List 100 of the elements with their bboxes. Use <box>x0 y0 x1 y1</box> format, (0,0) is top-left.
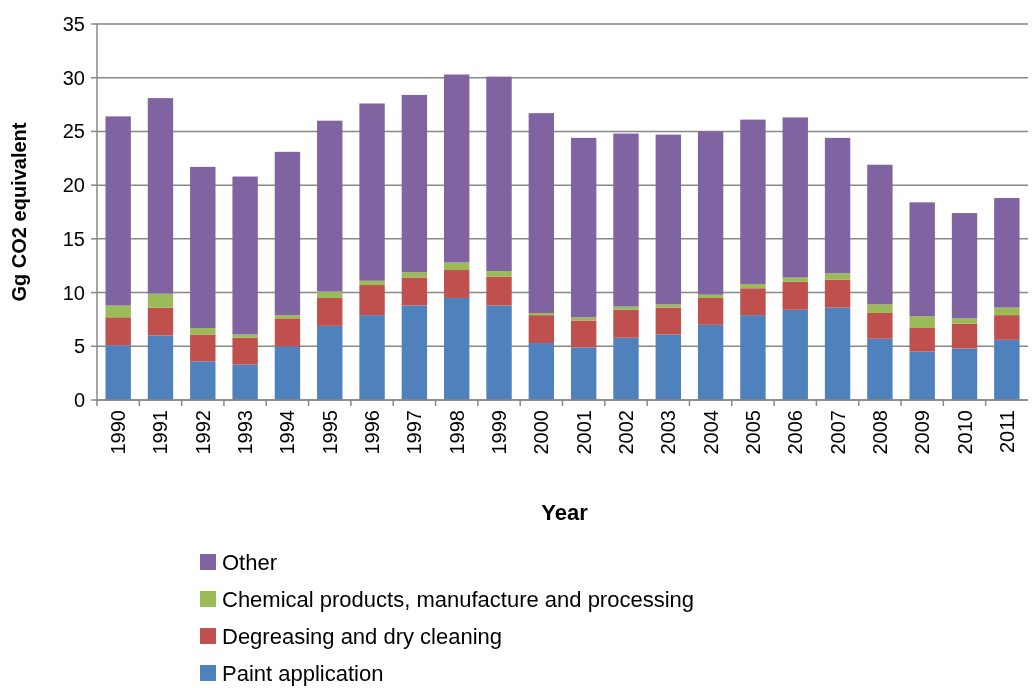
bar <box>528 312 555 316</box>
bar <box>486 271 512 277</box>
y-axis-title: Gg CO2 equivalent <box>8 122 30 302</box>
x-tick-label: 1998 <box>445 410 468 455</box>
x-tick-label: 1992 <box>191 410 214 455</box>
bar <box>909 351 935 400</box>
x-tick-label: 1994 <box>276 410 299 455</box>
bar <box>570 347 597 400</box>
bar <box>232 364 258 400</box>
bar <box>190 334 216 362</box>
bar <box>824 307 851 400</box>
bar <box>274 346 301 400</box>
bar <box>274 318 301 347</box>
bar <box>951 318 978 324</box>
x-tick-label: 2011 <box>995 410 1018 454</box>
x-tick-label: 2008 <box>868 410 891 455</box>
bar <box>444 262 470 271</box>
bar <box>528 343 555 400</box>
x-tick-label: 1993 <box>234 410 257 455</box>
bar <box>697 324 724 400</box>
bar <box>317 120 343 292</box>
bar <box>613 306 639 310</box>
x-tick-label: 2004 <box>699 410 722 455</box>
bar <box>401 94 428 273</box>
bar <box>190 166 216 329</box>
x-tick-label: 2002 <box>614 410 637 455</box>
bar <box>190 328 216 335</box>
bar <box>909 202 935 317</box>
bar <box>232 176 258 335</box>
bar <box>444 270 470 298</box>
legend-label: Other <box>222 549 278 575</box>
bar <box>824 137 851 274</box>
bar <box>740 283 766 289</box>
bar <box>401 277 428 306</box>
x-tick-label: 2009 <box>911 410 934 455</box>
bar <box>147 335 174 400</box>
bar <box>232 337 258 365</box>
bar <box>147 98 174 294</box>
bar <box>655 134 681 305</box>
x-tick-label: 2003 <box>657 410 680 455</box>
bar <box>105 317 131 346</box>
x-tick-label: 2006 <box>784 410 807 455</box>
bar <box>655 304 681 308</box>
bar <box>147 307 174 336</box>
bar <box>486 276 512 306</box>
y-tick-label: 25 <box>62 120 85 143</box>
bar <box>994 198 1020 308</box>
y-tick-label: 0 <box>73 389 85 411</box>
x-tick-label: 2010 <box>953 410 976 455</box>
legend-label: Degreasing and dry cleaning <box>222 623 503 649</box>
bar <box>740 288 766 316</box>
bar <box>359 285 385 316</box>
bar <box>867 164 893 305</box>
bar <box>401 305 428 400</box>
bar <box>190 361 216 400</box>
bar <box>570 137 597 318</box>
legend-label: Chemical products, manufacture and processing <box>222 586 695 612</box>
bar <box>274 315 301 319</box>
bar <box>824 273 851 280</box>
bar <box>613 309 639 338</box>
x-tick-label: 2007 <box>826 410 849 455</box>
bar <box>782 277 808 282</box>
bar <box>782 281 808 310</box>
bar <box>867 338 893 400</box>
y-tick-label: 15 <box>62 227 85 250</box>
bar <box>570 317 597 321</box>
bar <box>613 337 639 400</box>
x-tick-label: 1999 <box>488 410 511 455</box>
x-axis-title: Year <box>541 500 589 525</box>
bar <box>317 291 343 298</box>
bar <box>740 119 766 284</box>
bar <box>359 315 385 400</box>
bar <box>359 280 385 286</box>
bar <box>613 133 639 307</box>
x-tick-label: 1991 <box>149 410 172 455</box>
bar <box>909 328 935 352</box>
bar <box>105 305 131 318</box>
x-tick-label: 2005 <box>741 410 764 455</box>
bar <box>655 307 681 335</box>
bar <box>951 323 978 349</box>
y-tick-label: 10 <box>62 281 85 304</box>
bar <box>951 348 978 400</box>
x-tick-label: 1995 <box>318 410 341 455</box>
bar <box>274 151 301 316</box>
bar <box>697 294 724 298</box>
y-tick-label: 20 <box>62 174 85 197</box>
bar <box>951 213 978 319</box>
bar <box>401 272 428 278</box>
bar <box>317 297 343 326</box>
y-tick-label: 35 <box>62 13 85 35</box>
bar <box>570 320 597 348</box>
bar <box>697 297 724 325</box>
bar <box>867 312 893 339</box>
bar <box>867 304 893 313</box>
bar <box>740 315 766 400</box>
bar <box>147 293 174 308</box>
bar <box>655 334 681 400</box>
bar <box>317 325 343 400</box>
x-tick-label: 2000 <box>530 410 553 455</box>
y-tick-label: 30 <box>62 66 85 89</box>
